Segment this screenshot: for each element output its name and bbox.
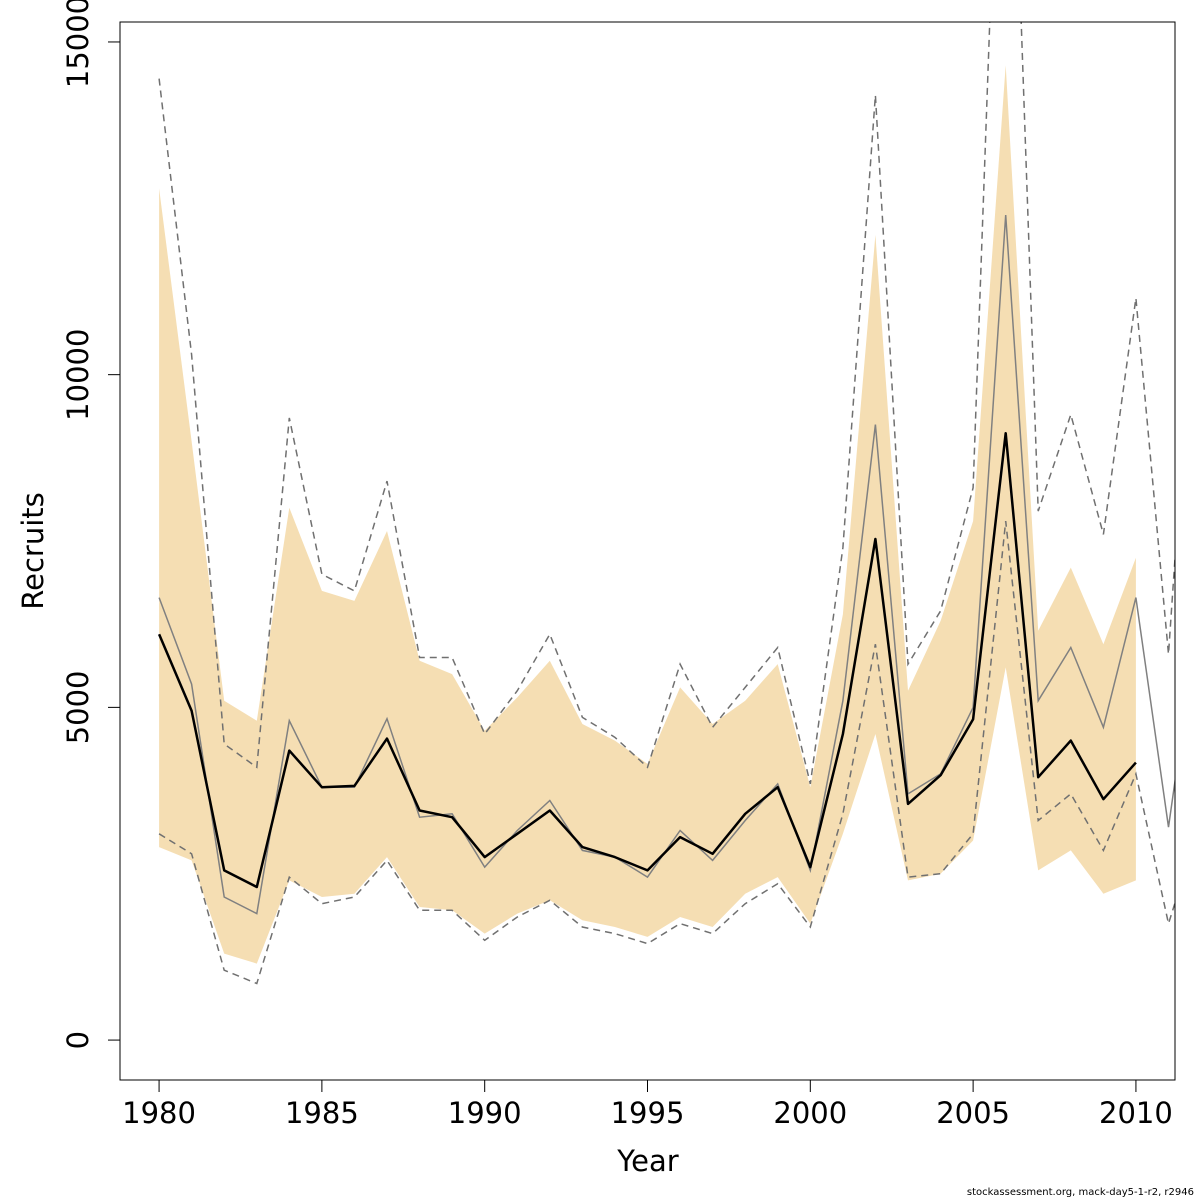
x-tick-label: 2000 bbox=[773, 1096, 847, 1130]
main-series-line bbox=[157, 431, 1137, 889]
y-axis: 0 5000 10000 15000 bbox=[61, 0, 121, 1049]
y-axis-title: Recruits bbox=[16, 492, 50, 609]
main-series bbox=[157, 431, 1137, 889]
y-tick-label: 10000 bbox=[61, 329, 95, 421]
credit-footer: stockassessment.org, mack-day5-1-r2, r29… bbox=[966, 1187, 1194, 1198]
alt-series-upper-bound bbox=[158, 22, 1175, 785]
x-tick-label: 1985 bbox=[285, 1096, 359, 1130]
y-tick-label: 0 bbox=[61, 1031, 95, 1049]
x-tick-label: 1980 bbox=[122, 1096, 196, 1130]
x-tick-label: 1995 bbox=[611, 1096, 685, 1130]
confidence-band bbox=[159, 65, 1136, 964]
x-axis-title: Year bbox=[616, 1144, 678, 1178]
y-tick-label: 15000 bbox=[61, 0, 95, 88]
y-tick-label: 5000 bbox=[61, 670, 95, 744]
plot-area bbox=[157, 22, 1175, 985]
x-tick-label: 1990 bbox=[448, 1096, 522, 1130]
x-tick-label: 2005 bbox=[936, 1096, 1010, 1130]
x-tick-label: 2010 bbox=[1099, 1096, 1173, 1130]
confidence-band-area bbox=[159, 65, 1136, 964]
x-axis: 1980 1985 1990 1995 2000 2005 2010 bbox=[122, 1079, 1173, 1130]
